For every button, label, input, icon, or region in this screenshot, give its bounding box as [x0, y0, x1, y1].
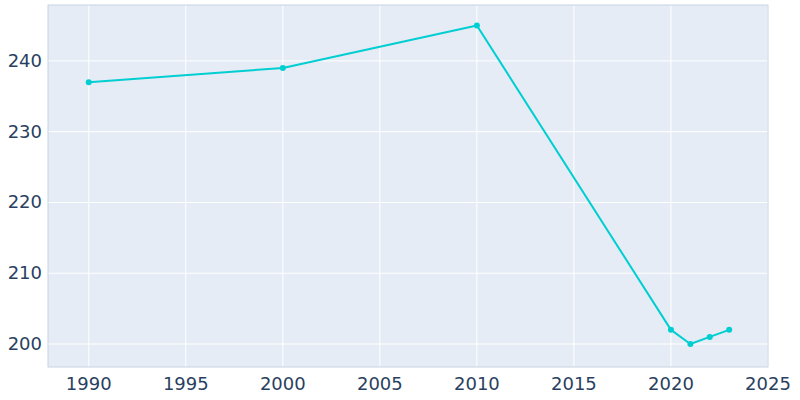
- x-tick-label: 2015: [551, 373, 597, 394]
- marker: [280, 65, 286, 71]
- y-tick-label: 240: [8, 50, 42, 71]
- data-group: [86, 23, 732, 347]
- plot-frame: [48, 5, 768, 367]
- y-tick-label: 200: [8, 333, 42, 354]
- chart-container: 1990 1995 2000 2005 2010 2015 2020 2025 200 210 22…: [0, 0, 800, 400]
- x-tick-label: 1995: [163, 373, 209, 394]
- y-grid-line: [48, 343, 768, 344]
- x-grid-line: [670, 5, 671, 367]
- y-tick-label: 210: [8, 262, 42, 283]
- x-tick-label: 2005: [357, 373, 403, 394]
- y-grid-line: [48, 273, 768, 274]
- chart-svg: 1990 1995 2000 2005 2010 2015 2020 2025 200 210 22…: [0, 0, 800, 400]
- x-grid-line: [573, 5, 574, 367]
- marker: [687, 341, 693, 347]
- y-grid-line: [48, 131, 768, 132]
- y-tick-label: 230: [8, 121, 42, 142]
- x-tick-label: 2025: [745, 373, 791, 394]
- marker: [668, 327, 674, 333]
- marker: [707, 334, 713, 340]
- x-tick-label: 2020: [648, 373, 694, 394]
- x-grid-line: [88, 5, 89, 367]
- x-grid-line: [185, 5, 186, 367]
- y-tick-label: 220: [8, 191, 42, 212]
- x-grid-line: [476, 5, 477, 367]
- y-grid-line: [48, 202, 768, 203]
- x-grid-line: [379, 5, 380, 367]
- tick-labels: 1990 1995 2000 2005 2010 2015 2020 2025 200 210 22…: [8, 50, 791, 394]
- x-tick-label: 1990: [66, 373, 112, 394]
- line: [89, 26, 729, 344]
- plot-background: [48, 5, 768, 367]
- marker: [86, 79, 92, 85]
- marker: [474, 23, 480, 29]
- x-grid-line: [282, 5, 283, 367]
- y-grid-line: [48, 60, 768, 61]
- x-tick-label: 2000: [260, 373, 306, 394]
- marker: [726, 327, 732, 333]
- grid: [48, 5, 768, 367]
- x-tick-label: 2010: [454, 373, 500, 394]
